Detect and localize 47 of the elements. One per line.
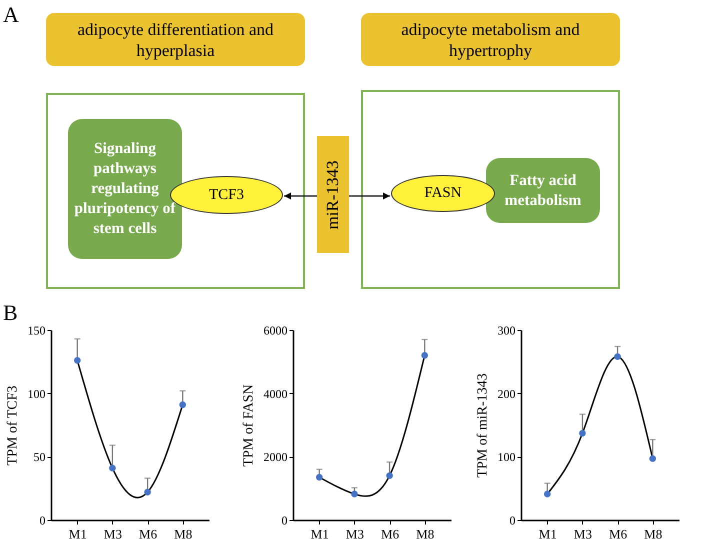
point <box>421 352 428 359</box>
x-tick-label: M1 <box>538 526 557 539</box>
x-tick-label: M3 <box>104 526 122 539</box>
x-tick-label: M6 <box>381 526 400 539</box>
x-tick-label: M1 <box>310 526 329 539</box>
y-axis-title: TPM of miR-1343 <box>476 373 490 478</box>
point <box>386 472 393 480</box>
y-tick-label: 100 <box>28 386 46 401</box>
y-tick-label: 100 <box>498 450 516 464</box>
gene-ellipse: FASN <box>391 175 495 212</box>
point <box>649 455 656 462</box>
y-tick-label: 0 <box>510 514 516 528</box>
text: A <box>3 2 19 28</box>
y-tick-label: 300 <box>498 324 516 338</box>
x-tick-label: M3 <box>346 526 364 539</box>
x-tick-label: M6 <box>609 526 628 539</box>
heading-box: adipocyte metabolism and hypertrophy <box>361 13 620 66</box>
point <box>144 488 151 496</box>
point <box>316 474 323 481</box>
point <box>614 353 621 360</box>
y-tick-label: 0 <box>40 514 46 528</box>
y-tick-label: 150 <box>28 324 46 338</box>
point <box>109 464 116 472</box>
pathway-box: Fatty acid metabolism <box>486 158 600 223</box>
x-tick-label: M6 <box>139 526 158 539</box>
y-tick-label: 50 <box>34 450 46 464</box>
point <box>579 430 586 437</box>
y-axis-title: TPM of TCF3 <box>6 386 20 466</box>
heading-box: adipocyte differentiation and hyperplasia <box>46 13 305 66</box>
mirna-box: miR-1343 <box>317 136 349 253</box>
x-tick-label: M3 <box>574 526 592 539</box>
pathway-box: Signaling pathways regulating pluripotency of stem cells <box>68 119 182 259</box>
x-tick-label: M8 <box>416 526 434 539</box>
text: B <box>3 300 18 325</box>
y-tick-label: 4000 <box>264 386 288 401</box>
x-tick-label: M1 <box>68 526 87 539</box>
y-axis-title: TPM of FASN <box>242 384 256 467</box>
y-tick-label: 6000 <box>264 324 288 338</box>
y-tick-label: 0 <box>282 514 288 528</box>
point <box>74 357 81 364</box>
y-tick-label: 200 <box>498 386 516 401</box>
y-tick-label: 2000 <box>264 450 288 464</box>
point <box>351 490 358 498</box>
x-tick-label: M8 <box>644 526 662 539</box>
x-tick-label: M8 <box>174 526 192 539</box>
point <box>544 490 551 498</box>
point <box>179 401 186 408</box>
